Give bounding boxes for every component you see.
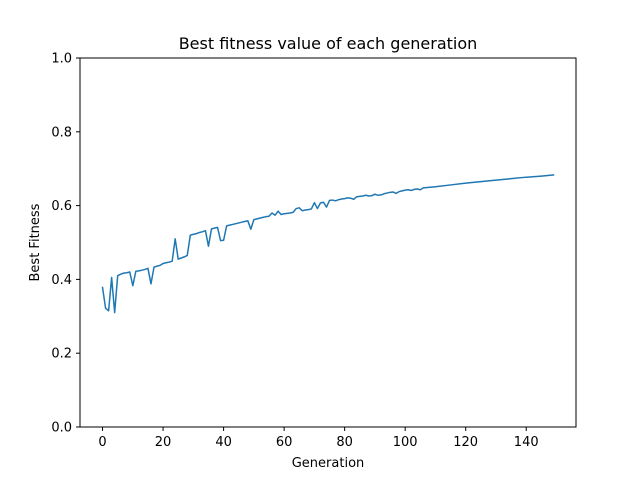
series-line-0	[101, 174, 555, 314]
series-layer	[101, 174, 555, 314]
x-tick-label: 60	[276, 435, 293, 450]
x-tick-label: 120	[453, 435, 478, 450]
y-axis-ticks: 0.0 0.2 0.4 0.6 0.8 1.0	[51, 52, 80, 436]
y-axis-label: Best Fitness	[28, 203, 43, 281]
y-tick-label: 0.2	[51, 347, 72, 362]
chart-title: Best fitness value of each generation	[179, 34, 478, 53]
y-tick-label: 0.6	[51, 199, 72, 214]
x-tick-label: 40	[215, 435, 232, 450]
x-tick-label: 0	[98, 435, 106, 450]
y-tick-label: 1.0	[51, 52, 72, 67]
y-tick-label: 0.0	[51, 421, 72, 436]
x-axis-label: Generation	[292, 456, 365, 471]
plot-background	[80, 58, 576, 427]
x-tick-label: 20	[155, 435, 172, 450]
x-axis-ticks: 0 20 40 60 80 100 120 140	[98, 427, 539, 450]
x-tick-label: 140	[514, 435, 539, 450]
plot-frame	[79, 57, 577, 428]
x-tick-label: 80	[336, 435, 353, 450]
x-tick-label: 100	[393, 435, 418, 450]
y-tick-label: 0.8	[51, 125, 72, 140]
y-tick-label: 0.4	[51, 273, 72, 288]
